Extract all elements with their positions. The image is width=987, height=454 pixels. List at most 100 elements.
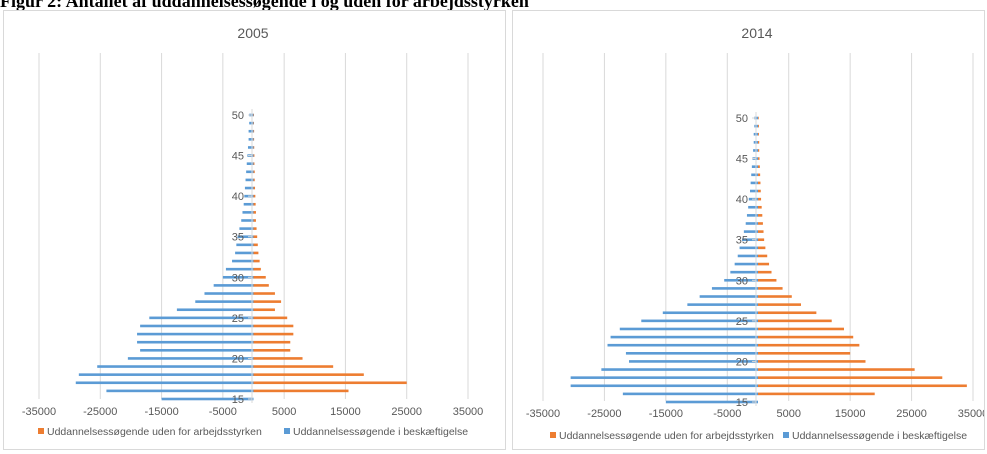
bar-2005-outside-age-20 [254, 357, 303, 360]
y-tick-label-2014-25: 25 [736, 316, 748, 328]
bar-2014-outside-age-24 [758, 328, 844, 331]
bar-2005-employed-age-34 [236, 244, 253, 247]
bar-2005-outside-age-45 [254, 154, 255, 157]
gridlines-2005 [39, 53, 468, 399]
bar-2005-outside-age-21 [254, 349, 291, 352]
y-tick-label-2014-50: 50 [736, 113, 748, 125]
bar-2005-outside-age-48 [254, 130, 255, 133]
bar-2014-employed-age-27 [687, 303, 758, 306]
y-tick-label-2005-25: 25 [232, 313, 244, 325]
bar-2014-employed-age-41 [750, 190, 758, 193]
pyramid-chart-2005: 20051520253035404550-35000-25000-15000-5… [4, 11, 505, 449]
x-tick-label-2014-15000: 15000 [835, 408, 866, 420]
y-tick-label-2005-45: 45 [232, 151, 244, 163]
bar-2014-employed-age-16 [623, 393, 758, 396]
bar-2005-employed-age-48 [249, 130, 254, 133]
bars-2014 [571, 117, 967, 404]
bar-2005-employed-age-19 [97, 365, 253, 368]
bar-2014-employed-age-34 [740, 247, 758, 250]
bar-2005-employed-age-26 [177, 308, 254, 311]
legend-2005: Uddannelsessøgende uden for arbejdsstyrk… [38, 426, 468, 438]
y-tick-label-2005-50: 50 [232, 110, 244, 122]
legend-label-2005-1: Uddannelsessøgende i beskæftigelse [293, 426, 468, 438]
bar-2014-outside-age-18 [758, 376, 942, 379]
y-tick-label-2014-20: 20 [736, 356, 748, 368]
bar-2014-outside-age-40 [758, 198, 761, 201]
bar-2014-employed-age-21 [626, 352, 758, 355]
bar-2005-employed-age-32 [232, 260, 253, 263]
bar-2014-outside-age-21 [758, 352, 850, 355]
bar-2005-outside-age-30 [254, 276, 266, 279]
bar-2005-outside-age-26 [254, 308, 275, 311]
bar-2014-outside-age-48 [758, 133, 759, 136]
x-tick-label-2014-35000: 35000 [958, 408, 984, 420]
bar-2005-employed-age-24 [140, 325, 253, 328]
bar-2014-outside-age-16 [758, 393, 875, 396]
bar-2005-employed-age-23 [137, 333, 253, 336]
x-tick-label-2005--25000: -25000 [83, 406, 117, 418]
bar-2014-employed-age-26 [663, 311, 758, 314]
bar-2014-outside-age-49 [758, 125, 759, 128]
bar-2005-outside-age-27 [254, 300, 282, 303]
bar-2005-employed-age-49 [249, 122, 253, 125]
bar-2005-employed-age-22 [137, 341, 253, 344]
bar-2005-employed-age-33 [235, 252, 253, 255]
bar-2005-outside-age-25 [254, 317, 288, 320]
bar-2005-outside-age-16 [254, 390, 349, 393]
bar-2014-outside-age-28 [758, 295, 792, 298]
bar-2005-outside-age-41 [254, 187, 256, 190]
bar-2014-employed-age-28 [700, 295, 758, 298]
y-tick-label-2014-30: 30 [736, 275, 748, 287]
bar-2005-outside-age-33 [254, 252, 259, 255]
y-tick-label-2014-40: 40 [736, 194, 748, 206]
bar-2005-outside-age-42 [254, 179, 255, 182]
legend-swatch-2005-0 [38, 428, 44, 434]
bar-2014-outside-age-43 [758, 174, 760, 177]
bar-2014-outside-age-44 [758, 165, 760, 168]
bar-2014-outside-age-37 [758, 222, 763, 225]
bar-2005-outside-age-19 [254, 365, 334, 368]
pyramid-chart-2014: 20141520253035404550-35000-25000-15000-5… [513, 11, 984, 449]
bar-2005-employed-age-47 [249, 138, 254, 141]
bar-2014-outside-age-38 [758, 214, 762, 217]
bar-2014-outside-age-25 [758, 320, 832, 323]
bar-2014-outside-age-33 [758, 255, 767, 258]
chart-title-2014: 2014 [741, 25, 772, 41]
bar-2005-outside-age-39 [254, 203, 256, 206]
x-tick-label-2014--35000: -35000 [526, 408, 560, 420]
bar-2014-employed-age-31 [730, 271, 758, 274]
bar-2014-employed-age-23 [611, 336, 758, 339]
bar-2014-outside-age-19 [758, 368, 915, 371]
bar-2014-outside-age-47 [758, 141, 759, 144]
chart-title-2005: 2005 [237, 25, 268, 41]
legend-label-2014-0: Uddannelsessøgende uden for arbejdsstyrk… [559, 430, 774, 442]
bar-2014-outside-age-17 [758, 384, 967, 387]
bar-2014-employed-age-42 [751, 182, 758, 185]
bar-2005-outside-age-17 [254, 381, 407, 384]
legend-label-2005-0: Uddannelsessøgende uden for arbejdsstyrk… [47, 426, 262, 438]
x-tick-label-2005-15000: 15000 [330, 406, 361, 418]
bar-2014-outside-age-32 [758, 263, 769, 266]
bar-2005-outside-age-35 [254, 235, 258, 238]
x-tick-label-2005-35000: 35000 [453, 406, 484, 418]
legend-2014: Uddannelsessøgende uden for arbejdsstyrk… [550, 430, 967, 442]
bar-2005-outside-age-32 [254, 260, 260, 263]
bar-2014-employed-age-32 [735, 263, 758, 266]
y-tick-label-2014-35: 35 [736, 235, 748, 247]
bar-2014-outside-age-41 [758, 190, 761, 193]
legend-swatch-2014-1 [783, 432, 789, 438]
legend-label-2014-1: Uddannelsessøgende i beskæftigelse [792, 430, 967, 442]
bar-2014-employed-age-24 [620, 328, 758, 331]
bar-2005-outside-age-46 [254, 146, 255, 149]
bar-2005-employed-age-28 [204, 292, 253, 295]
bar-2014-employed-age-29 [712, 287, 758, 290]
bar-2014-employed-age-19 [601, 368, 758, 371]
x-tick-label-2005--15000: -15000 [144, 406, 178, 418]
bar-2014-outside-age-29 [758, 287, 783, 290]
bar-2005-employed-age-21 [140, 349, 253, 352]
legend-swatch-2005-1 [284, 428, 290, 434]
bar-2014-outside-age-50 [758, 117, 759, 120]
